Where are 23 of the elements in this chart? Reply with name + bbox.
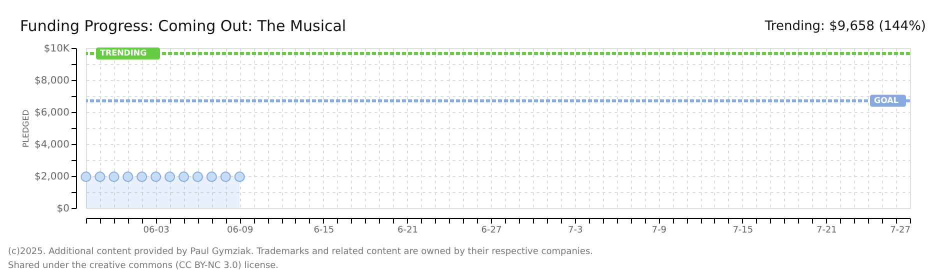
text: Trending: $9,658 (144%) (764, 19, 926, 34)
x-tick-label: 6-15 (314, 226, 334, 236)
x-tick-label: 7-9 (652, 226, 667, 236)
x-tick-label: 7-27 (890, 226, 910, 236)
x-tick-label: 6-21 (398, 226, 418, 236)
x-tick-label: 7-3 (568, 226, 583, 236)
x-tick-label: 06-09 (227, 226, 254, 236)
x-tick-label: 7-15 (732, 226, 754, 236)
y-tick-label: $6,000 (34, 108, 70, 118)
y-tick-label: $8,000 (34, 76, 70, 86)
y-tick-label: $4,000 (34, 140, 70, 150)
text: Shared under the creative commons (CC BY-NC 3.0) license. (8, 261, 279, 270)
text: (c)2025. Additional content provided by Paul Gymziak. Trademarks and related content are owned by their respective companies. (8, 247, 594, 257)
x-tick-label: 7-21 (816, 226, 837, 236)
y-tick-label: $2,000 (34, 172, 70, 182)
x-tick-label: 06-03 (143, 226, 170, 236)
y-axis-title: PLEDGED (22, 110, 31, 148)
ref-line-label: GOAL (874, 96, 898, 105)
chart-title: Funding Progress: Coming Out: The Musical (20, 17, 346, 35)
y-tick-label: $0 (56, 204, 70, 214)
x-tick-label: 6-27 (481, 226, 502, 236)
ref-line-label: TRENDING (100, 48, 147, 58)
y-tick-label: $10K (44, 44, 70, 54)
